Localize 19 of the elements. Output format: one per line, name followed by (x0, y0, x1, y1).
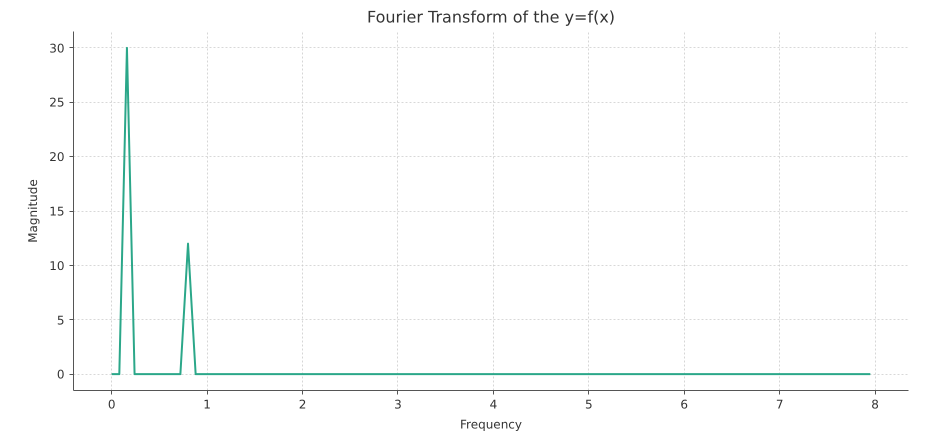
x-axis-title: Frequency (460, 418, 522, 432)
y-tick-label: 0 (56, 368, 65, 382)
x-tick-label: 3 (394, 398, 402, 412)
y-axis-title: Magnitude (26, 179, 40, 243)
x-tick-label: 4 (490, 398, 498, 412)
x-tick-label: 1 (203, 398, 211, 412)
x-tick-label: 6 (680, 398, 688, 412)
x-tick-label: 7 (776, 398, 784, 412)
y-tick-label: 10 (49, 258, 65, 273)
x-tick-label: 0 (108, 398, 116, 412)
chart-title: Fourier Transform of the y=f(x) (366, 8, 616, 26)
x-tick-label: 2 (298, 398, 306, 412)
y-tick-label: 25 (49, 96, 65, 110)
y-tick-label: 20 (49, 150, 65, 164)
x-tick-label: 8 (871, 398, 879, 412)
y-tick-label: 15 (49, 204, 65, 218)
y-tick-label: 5 (56, 313, 65, 328)
x-tick-label: 5 (584, 398, 593, 412)
y-tick-label: 30 (49, 41, 65, 56)
